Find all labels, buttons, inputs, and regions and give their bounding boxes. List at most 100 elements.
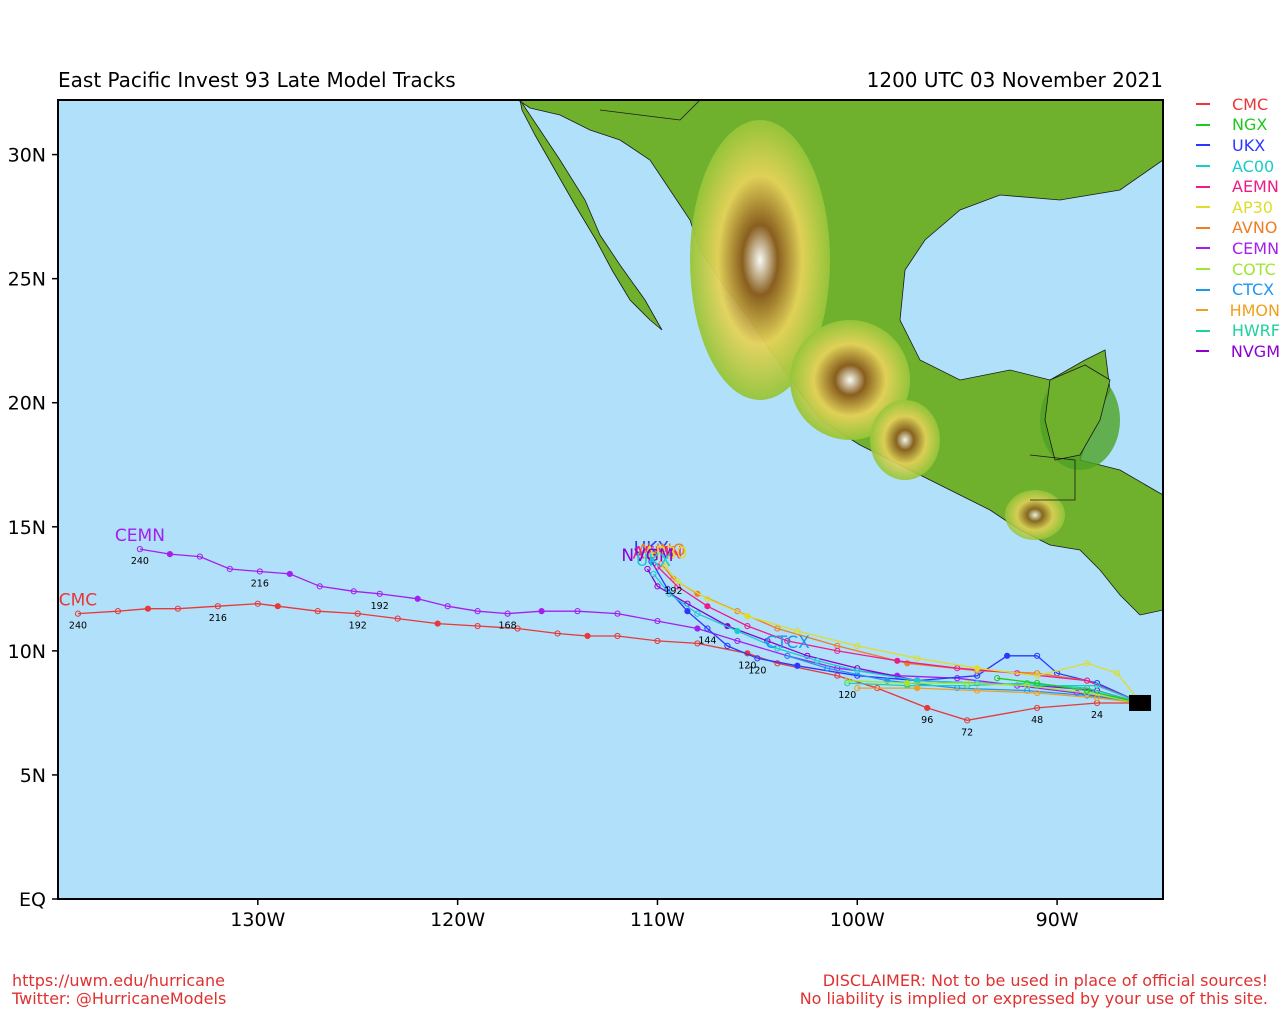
track-name-label: UKX [636,551,672,571]
track-point [844,680,851,687]
legend-swatch [1196,103,1210,106]
track-point [724,642,731,650]
site-url-link[interactable]: https://uwm.edu/hurricane [12,971,225,990]
initial-position-marker [1129,694,1152,711]
legend-item: AC00 [1196,156,1280,177]
legend-label: UKX [1232,135,1266,155]
forecast-hour-label: 96 [921,715,933,726]
track-point [834,672,841,679]
legend: CMC NGX UKX AC00 AEMN AP30 AVNO CEMN COT… [1196,94,1280,362]
track-name-label: CEMN [115,526,165,546]
lat-tick-label: 25N [8,269,46,291]
track-point [434,620,441,627]
legend-item: CTCX [1196,279,1280,300]
track-point [754,655,761,662]
track-name-label: AVNO [637,541,685,561]
track-point [674,578,681,585]
track-name-label: AEMN [633,543,683,563]
track-point [350,588,357,595]
map-frame [57,99,1164,900]
forecast-hour-label: 168 [499,621,517,632]
track-line-cmc [77,603,1141,721]
legend-swatch [1196,329,1210,332]
track-point [538,608,545,615]
track-point [704,625,711,632]
track-point [964,680,971,687]
track-point [136,546,144,553]
track-point [1093,682,1101,689]
track-point [784,652,791,659]
track-point [744,622,751,630]
legend-label: HMON [1229,300,1280,320]
legend-label: AEMN [1232,177,1279,197]
legend-swatch [1196,350,1209,353]
track-point [144,605,152,612]
legend-label: CTCX [1232,280,1275,300]
lat-tick-label: 10N [8,641,46,663]
legend-item: NGX [1196,115,1280,136]
legend-swatch [1196,309,1208,312]
track-point [854,667,861,674]
forecast-hour-label: 240 [131,556,149,567]
track-point [554,630,561,637]
legend-item: HWRF [1196,321,1280,342]
track-point [286,570,293,578]
track-point [964,717,971,724]
track-point [474,608,481,615]
legend-label: CEMN [1232,238,1280,258]
track-point [684,608,691,615]
track-point [904,680,911,687]
legend-label: COTC [1232,259,1276,279]
track-point [1034,689,1041,697]
track-point [1034,652,1041,659]
track-point [614,610,621,617]
track-line-ap30 [664,566,1142,704]
legend-label: NVGM [1230,341,1280,361]
track-line-cotc [847,679,1142,704]
forecast-hour-label: 120 [738,660,756,671]
track-point [654,617,661,625]
landmass [517,100,1163,616]
legend-label: CMC [1232,94,1269,114]
track-point [514,625,521,632]
legend-label: AC00 [1232,156,1275,176]
forecast-hour-label: 120 [838,690,856,701]
track-point [1024,682,1031,689]
track-point [584,632,591,640]
track-point [662,563,669,570]
track-point [214,603,221,610]
track-point [814,657,821,664]
lon-tick-label: 90W [1036,909,1079,931]
legend-item: AVNO [1196,218,1280,239]
track-point [914,655,921,662]
track-point [414,595,421,602]
track-point [894,657,901,664]
track-name-label: AP30 [644,543,688,563]
legend-item: AEMN [1196,176,1280,197]
track-point [1034,672,1041,679]
track-point [704,595,711,602]
track-point [1083,660,1091,667]
track-point [614,632,621,640]
legend-item: UKX [1196,135,1280,156]
forecast-hour-label: 192 [349,621,367,632]
track-point [1073,689,1081,697]
track-point [196,553,203,560]
track-point [774,660,781,667]
legend-item: CEMN [1196,238,1280,259]
track-map: 24 48 72 96 120 192 216 240 CMC 168 192 216 240 CEMN 1… [8,99,1164,931]
twitter-handle[interactable]: Twitter: @HurricaneModels [12,989,227,1008]
track-point [314,608,321,615]
track-point [824,665,831,672]
lat-tick-label: EQ [19,889,46,911]
legend-label: AP30 [1232,197,1273,217]
track-point [316,583,323,590]
legend-swatch [1196,268,1210,271]
track-name-label: CMC [59,591,97,611]
track-line-ac00 [652,573,1142,704]
track-point [924,704,931,712]
lon-tick-label: 120W [430,909,485,931]
legend-swatch [1196,247,1210,250]
legend-item: NVGM [1196,341,1280,362]
track-point [694,610,701,617]
